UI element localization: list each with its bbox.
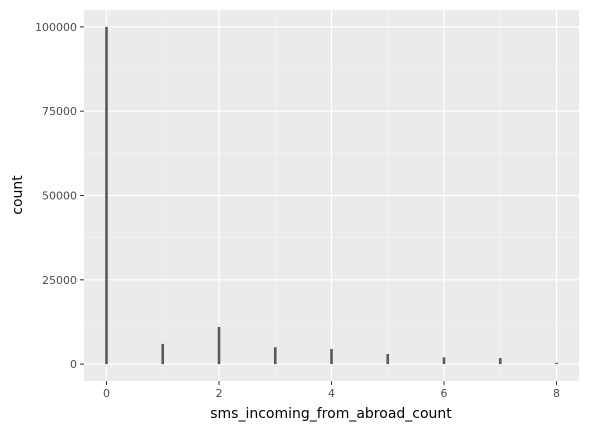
histogram-bar — [105, 26, 108, 365]
x-tick-label: 6 — [441, 387, 448, 400]
y-tick-label: 100000 — [35, 21, 77, 34]
y-tick-label: 0 — [70, 358, 77, 371]
histogram-bar — [217, 327, 221, 365]
y-tick-label: 25000 — [42, 274, 77, 287]
y-tick-label: 75000 — [42, 105, 77, 118]
histogram-bar — [161, 343, 165, 365]
x-tick-label: 2 — [216, 387, 223, 400]
histogram-bar — [442, 357, 446, 365]
y-axis: 0 25000 50000 75000 100000 — [35, 21, 84, 371]
x-axis: 0 2 4 6 8 — [103, 381, 560, 400]
histogram-bar — [386, 354, 390, 365]
x-tick-label: 0 — [103, 387, 110, 400]
x-tick-label: 4 — [328, 387, 335, 400]
x-axis-title: sms_incoming_from_abroad_count — [210, 406, 452, 422]
histogram-bar — [498, 358, 502, 365]
bars — [105, 26, 558, 365]
y-axis-title: count — [10, 175, 26, 215]
histogram-bar — [330, 348, 333, 365]
x-tick-label: 8 — [553, 387, 560, 400]
histogram-bar — [273, 347, 277, 365]
histogram-bar — [555, 362, 558, 365]
y-tick-label: 50000 — [42, 190, 77, 203]
